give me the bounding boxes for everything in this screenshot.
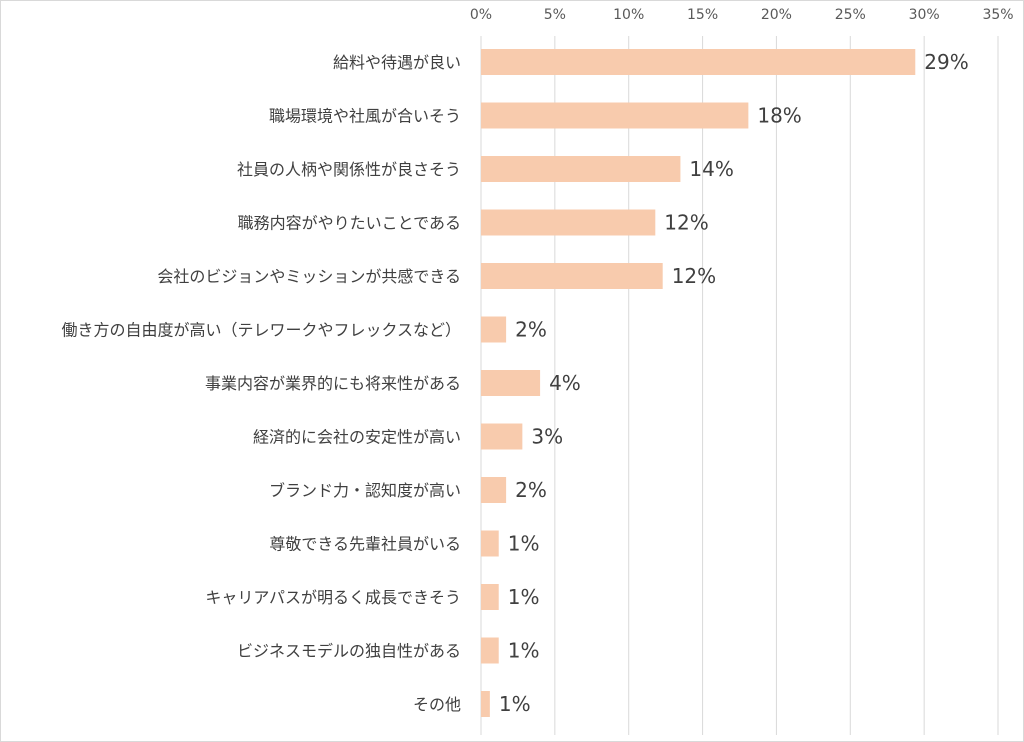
x-tick-label: 20%	[761, 7, 792, 23]
x-axis-ticks: 0% 5% 10% 15% 20% 25% 30% 35%	[470, 7, 1014, 23]
bar	[481, 477, 507, 503]
category-label: 働き方の自由度が高い（テレワークやフレックスなど）	[61, 321, 461, 340]
data-label: 2%	[515, 478, 547, 502]
bar	[481, 102, 749, 129]
x-tick-label: 30%	[909, 7, 940, 23]
category-label: 職務内容がやりたいことである	[238, 214, 461, 233]
category-label: ビジネスモデルの独自性がある	[237, 642, 461, 661]
data-label: 4%	[549, 371, 581, 395]
x-tick-label: 35%	[982, 7, 1013, 23]
data-label: 29%	[924, 50, 968, 74]
bars	[481, 49, 916, 717]
category-label: 経済的に会社の安定性が高い	[253, 428, 461, 447]
bar	[481, 263, 663, 289]
x-tick-label: 0%	[470, 7, 492, 23]
category-label: ブランド力・認知度が高い	[269, 481, 461, 500]
data-label: 12%	[672, 264, 716, 288]
data-label: 1%	[508, 585, 540, 609]
category-label: その他	[413, 695, 461, 714]
data-label: 1%	[499, 692, 531, 716]
x-tick-label: 10%	[613, 7, 644, 23]
x-tick-label: 15%	[687, 7, 718, 23]
bar	[481, 316, 507, 343]
category-label: 会社のビジョンやミッションが共感できる	[157, 267, 461, 286]
bar	[481, 370, 541, 396]
data-label: 14%	[689, 157, 733, 181]
data-label: 3%	[531, 425, 563, 449]
bar	[481, 530, 499, 557]
x-tick-label: 25%	[835, 7, 866, 23]
data-label: 18%	[757, 104, 801, 128]
data-label: 12%	[664, 211, 708, 235]
category-label: キャリアパスが明るく成長できそう	[205, 588, 461, 607]
x-tick-label: 5%	[544, 7, 566, 23]
bar	[481, 49, 916, 75]
category-label: 職場環境や社風が合いそう	[269, 107, 461, 126]
bar	[481, 637, 499, 664]
data-label: 1%	[508, 532, 540, 556]
bar	[481, 423, 523, 450]
category-label: 社員の人柄や関係性が良さそう	[237, 160, 461, 179]
data-label: 2%	[515, 318, 547, 342]
bar	[481, 584, 499, 610]
bar	[481, 209, 656, 236]
bar	[481, 156, 681, 182]
category-label: 尊敬できる先輩社員がいる	[269, 535, 461, 554]
bar	[481, 691, 490, 717]
category-label: 給料や待遇が良い	[333, 53, 461, 72]
data-label: 1%	[508, 639, 540, 663]
data-labels: 29% 18% 14% 12% 12% 2% 4% 3% 2% 1% 1% 1% 1%	[499, 50, 969, 716]
category-labels: 給料や待遇が良い職場環境や社風が合いそう社員の人柄や関係性が良さそう職務内容がや…	[61, 53, 461, 714]
category-label: 事業内容が業界的にも将来性がある	[205, 374, 461, 393]
gridlines	[480, 36, 999, 735]
